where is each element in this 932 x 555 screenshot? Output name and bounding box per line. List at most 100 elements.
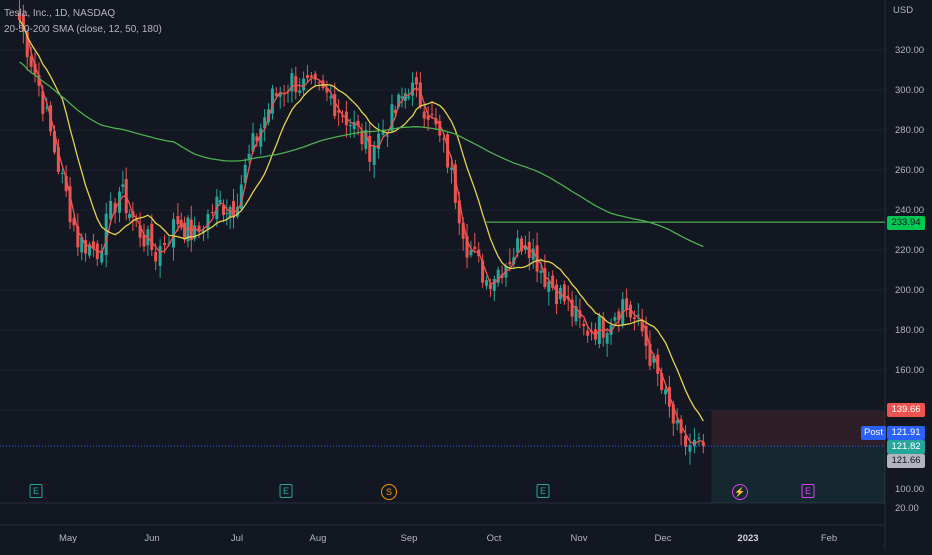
earnings-event-icon[interactable]: E — [279, 484, 293, 498]
candle-body — [56, 146, 60, 173]
hline-price-tag[interactable]: 233.94 — [887, 216, 925, 230]
candle-body — [45, 107, 49, 109]
x-tick: Dec — [654, 533, 672, 544]
y-tick: 220.00 — [895, 245, 925, 256]
candle-body — [171, 219, 175, 248]
candle-body — [325, 87, 329, 93]
candle-body — [243, 164, 247, 183]
candle-body — [352, 121, 356, 129]
candle-body — [121, 184, 125, 187]
candle-body — [80, 237, 84, 253]
sma-fast-line — [18, 19, 704, 445]
candle-body — [158, 245, 162, 267]
earnings-event-icon[interactable]: E — [536, 484, 550, 498]
candle-body — [469, 250, 473, 256]
candle-body — [251, 133, 255, 152]
y-tick: 200.00 — [895, 285, 925, 296]
candle-body — [189, 219, 193, 241]
candle-body — [543, 268, 547, 287]
candle-body — [372, 145, 376, 165]
candle-body — [449, 167, 453, 170]
candle-body — [210, 211, 214, 214]
candle-body — [113, 202, 117, 213]
candle-body — [17, 12, 21, 21]
candle-body — [485, 280, 488, 286]
candle-body — [29, 56, 33, 67]
indicator-label[interactable]: 20-50-200 SMA (close, 12, 50, 180) — [4, 24, 162, 35]
candle-body — [247, 153, 251, 160]
target-zone — [711, 410, 885, 447]
candle-body — [225, 212, 229, 214]
candle-body — [461, 222, 465, 239]
candle-body — [527, 241, 531, 258]
symbol-title[interactable]: Tesla, Inc., 1D, NASDAQ — [4, 8, 116, 19]
y-tick: 20.00 — [895, 503, 919, 514]
split-event-icon[interactable]: ⚡ — [732, 484, 748, 500]
candle-body — [333, 94, 337, 117]
x-tick: Feb — [820, 533, 838, 544]
candle-body — [547, 281, 551, 292]
candle-body — [636, 314, 640, 316]
candle-body — [411, 82, 415, 96]
candle-body — [218, 200, 222, 203]
y-tick: 320.00 — [895, 45, 925, 56]
candle-body — [60, 172, 64, 174]
candle-body — [613, 317, 617, 321]
candle-body — [302, 78, 306, 91]
candle-body — [609, 325, 613, 336]
candle-body — [652, 355, 656, 363]
candle-body — [313, 73, 317, 80]
candle-body — [701, 441, 705, 447]
y-tick: 280.00 — [895, 125, 925, 136]
candle-body — [64, 176, 68, 192]
candle-body — [163, 242, 167, 246]
candle-body — [263, 117, 267, 129]
low-price-tag[interactable]: 121.66 — [887, 454, 925, 468]
candle-body — [232, 201, 236, 218]
y-tick: 160.00 — [895, 365, 925, 376]
dividend-event-icon[interactable]: S — [381, 484, 397, 500]
x-tick: Jun — [144, 533, 160, 544]
candle-body — [337, 110, 341, 113]
candle-body — [222, 205, 226, 215]
currency-label[interactable]: USD — [893, 5, 914, 16]
candle-body — [386, 135, 390, 137]
post-price-tag[interactable]: 121.91 — [887, 426, 925, 440]
candle-body — [368, 135, 372, 162]
earnings-event-icon[interactable]: E — [29, 484, 43, 498]
candle-body — [41, 91, 45, 114]
candle-body — [290, 73, 294, 92]
last-price-tag[interactable]: 121.82 — [887, 440, 925, 454]
candle-body — [186, 217, 190, 242]
candle-body — [593, 329, 597, 340]
target-price-tag[interactable]: 139.66 — [887, 403, 925, 417]
candle-body — [400, 96, 404, 99]
candle-body — [381, 131, 385, 135]
candle-body — [586, 330, 590, 336]
candle-body — [625, 298, 629, 310]
candle-body — [91, 241, 95, 249]
candle-body — [446, 134, 450, 168]
candle-body — [128, 213, 132, 219]
candle-body — [193, 225, 197, 239]
candle-body — [422, 111, 426, 119]
candle-body — [442, 138, 446, 140]
x-tick: Nov — [570, 533, 588, 544]
candle-body — [601, 317, 605, 338]
candle-body — [516, 238, 520, 253]
candle-body — [255, 136, 259, 142]
post-market-badge: Post — [861, 426, 886, 440]
candle-body — [664, 389, 668, 395]
sma-mid-line — [18, 19, 704, 422]
candle-body — [648, 343, 652, 366]
earnings-event-icon[interactable]: E — [801, 484, 815, 498]
candle-body — [582, 323, 586, 327]
candle-body — [488, 284, 492, 289]
candle-body — [68, 186, 72, 223]
candle-body — [294, 76, 298, 93]
chart-legend: Tesla, Inc., 1D, NASDAQ 20-50-200 SMA (c… — [4, 6, 162, 38]
candle-body — [104, 213, 108, 256]
candle-body — [508, 261, 512, 265]
